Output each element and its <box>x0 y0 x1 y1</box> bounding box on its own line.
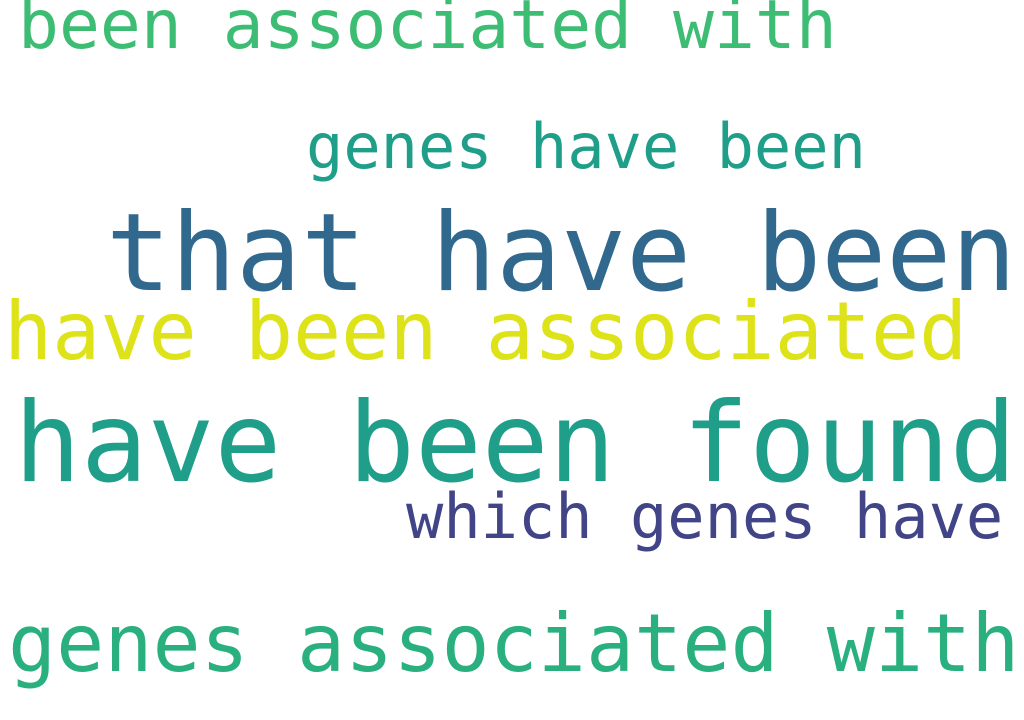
phrase-have-been-found: have been found <box>14 379 1017 508</box>
phrase-have-been-associated: have been associated <box>4 285 968 378</box>
phrase-been-associated-with: been associated with <box>18 0 837 65</box>
phrase-genes-associated-with: genes associated with <box>8 597 1020 690</box>
phrase-genes-have-been: genes have been <box>306 110 866 183</box>
phrase-which-genes-have: which genes have <box>406 480 1004 553</box>
phrase-that-have-been: that have been <box>106 191 1017 316</box>
